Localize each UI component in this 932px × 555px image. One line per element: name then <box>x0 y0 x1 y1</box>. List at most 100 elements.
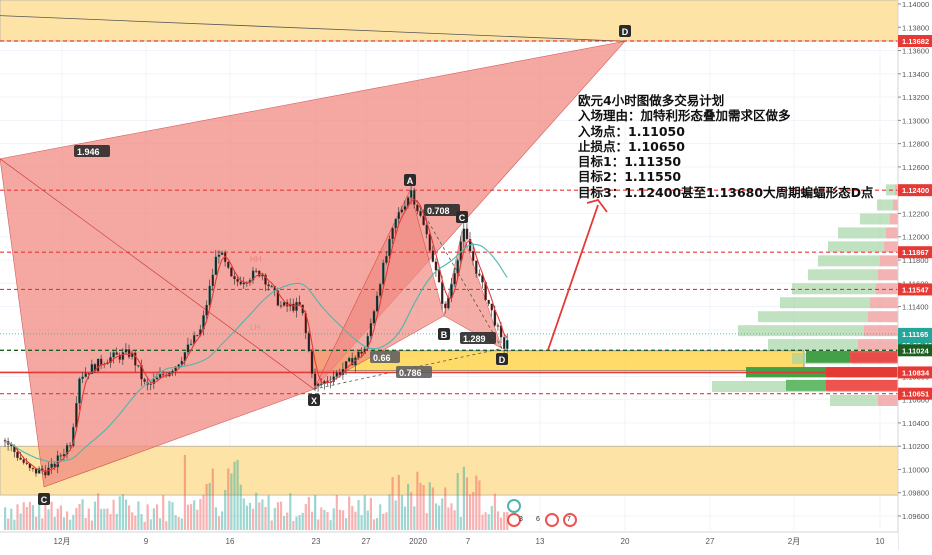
volume-bar <box>25 507 28 530</box>
volume-bar <box>159 518 162 530</box>
price-tick-label: 1.13000 <box>902 116 929 125</box>
candle-body <box>112 352 115 358</box>
volume-bar <box>115 513 118 530</box>
price-label-badge: 1.11165 <box>898 327 932 340</box>
candle-body <box>19 457 22 460</box>
candle-body <box>313 373 317 386</box>
volume-bar <box>227 468 230 530</box>
candle-body <box>171 370 174 373</box>
price-tick-label: 1.13200 <box>902 93 929 102</box>
profile-bar-green <box>860 213 890 225</box>
volume-bar <box>360 515 363 530</box>
volume-bar <box>363 495 366 530</box>
profile-bar-green <box>738 325 864 337</box>
volume-bar <box>413 506 416 530</box>
volume-bar <box>180 518 183 530</box>
volume-bar <box>301 512 304 530</box>
moving-average-fast <box>4 199 508 473</box>
candle-body <box>326 380 329 383</box>
ratio-label-0708: 0.708 <box>424 204 460 216</box>
profile-bar-green <box>712 381 828 393</box>
volume-bar <box>394 500 397 530</box>
profile-bar-red <box>878 394 898 406</box>
volume-bar <box>419 482 422 530</box>
volume-bar <box>264 506 267 530</box>
profile-bar-green <box>830 394 878 406</box>
candle-body <box>388 238 391 257</box>
volume-bar <box>310 511 314 530</box>
volume-bar <box>31 505 35 530</box>
volume-bar <box>496 511 500 530</box>
volume-bar <box>146 504 149 530</box>
svg-text:1.12400: 1.12400 <box>902 186 929 195</box>
ratio-label-1289: 1.289 <box>460 332 496 344</box>
volume-bar <box>22 502 25 530</box>
volume-bar <box>10 508 13 530</box>
volume-bar <box>416 471 419 530</box>
profile-bar-red <box>880 255 898 267</box>
candle-body <box>295 301 298 311</box>
volume-bar <box>248 502 252 530</box>
svg-text:1.10651: 1.10651 <box>902 390 929 399</box>
candle-body <box>118 354 122 360</box>
profile-bar-green <box>877 199 893 211</box>
event-count-7: 7 <box>567 516 571 523</box>
candle-body <box>50 463 53 468</box>
profile-bar-red <box>868 311 898 323</box>
volume-bar <box>186 504 190 530</box>
candle-body <box>37 468 41 474</box>
time-tick-label: 10 <box>876 537 885 546</box>
time-axis: 12月 9 16 23 27 2020 7 13 20 27 2月 10 <box>54 537 885 546</box>
volume-bar <box>490 506 493 530</box>
candle-body <box>298 301 301 305</box>
price-tick-label: 1.12800 <box>902 140 929 149</box>
volume-bar <box>493 493 496 530</box>
volume-bar <box>286 512 289 530</box>
price-tick-label: 1.13400 <box>902 70 929 79</box>
volume-bar <box>19 513 22 530</box>
volume-bar <box>397 474 400 530</box>
price-axis-bg <box>898 0 932 550</box>
volume-bar <box>208 482 211 530</box>
candle-body <box>456 260 459 274</box>
volume-bar <box>329 520 332 530</box>
price-tick-label: 1.13600 <box>902 47 929 56</box>
time-tick-label: 2020 <box>409 537 427 546</box>
profile-bar-red <box>890 213 898 225</box>
volume-bar <box>199 498 202 530</box>
volume-bar <box>475 475 478 530</box>
ad-ratio-line <box>409 189 503 349</box>
candle-body <box>84 373 87 377</box>
volume-bar <box>366 510 369 530</box>
candle-body <box>465 228 469 240</box>
candle-body <box>44 470 47 476</box>
volume-bar <box>459 516 462 530</box>
volume-bar <box>500 517 503 530</box>
volume-bar <box>245 505 248 530</box>
candle-body <box>400 209 404 213</box>
candle-body <box>217 254 221 257</box>
event-icon <box>507 513 521 527</box>
volume-bar <box>450 503 453 530</box>
event-count-3: 3 <box>519 516 523 523</box>
candle-body <box>385 255 388 263</box>
profile-bar-strong-green <box>786 379 826 391</box>
volume-bar <box>128 505 131 530</box>
candle-body <box>357 351 360 358</box>
svg-text:0.786: 0.786 <box>399 368 422 378</box>
annotation-line-title: 欧元4小时图做多交易计划 <box>578 93 725 108</box>
candle-body <box>372 311 376 324</box>
candle-body <box>462 228 466 242</box>
candle-body <box>90 364 94 375</box>
candle-body <box>481 275 484 283</box>
candle-body <box>31 467 35 470</box>
annotation-line-entry: 入场点：1.11050 <box>578 123 685 139</box>
svg-text:D: D <box>622 27 629 37</box>
candle-body <box>506 340 509 349</box>
volume-bar <box>379 504 382 530</box>
svg-text:1.946: 1.946 <box>77 147 100 157</box>
trade-plan-annotation[interactable]: 欧元4小时图做多交易计划 入场理由：加特利形态叠加需求区做多 入场点：1.110… <box>578 93 898 200</box>
candle-body <box>96 358 100 372</box>
